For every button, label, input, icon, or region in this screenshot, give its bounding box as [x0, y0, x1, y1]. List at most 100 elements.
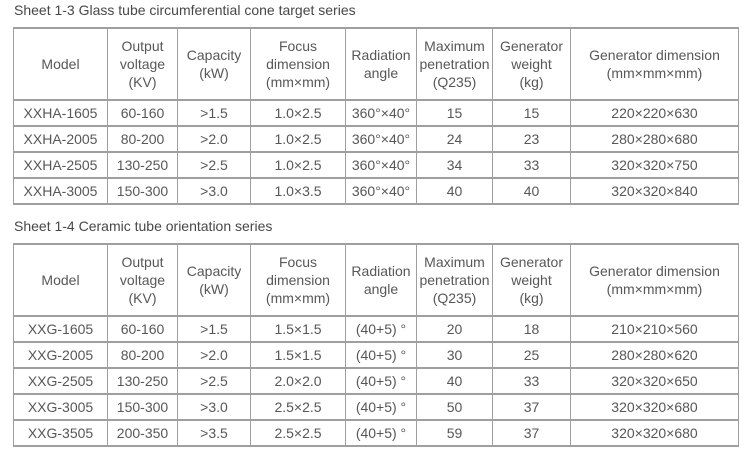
- table-cell: 34: [416, 151, 493, 179]
- table-row: XXG-2505 130-250 >2.5 2.0×2.0 (40+5) ° 40 33 32…: [13, 367, 739, 395]
- table-cell: XXG-3505: [13, 419, 108, 447]
- table-cell: >2.0: [177, 125, 251, 153]
- table-cell: 18: [492, 315, 571, 343]
- table-row: XXG-2005 80-200 >2.0 1.5×1.5 (40+5) ° 30 25 280…: [13, 341, 739, 369]
- table-cell: 1.0×2.5: [250, 125, 346, 153]
- column-header-generator-dimension: Generator dimension (mm×mm×mm): [570, 27, 739, 101]
- table-cell: 320×320×750: [570, 151, 739, 179]
- table-cell: 360°×40°: [345, 151, 417, 179]
- table-cell: >1.5: [177, 99, 251, 127]
- table-cell: 80-200: [107, 125, 178, 153]
- table-cell: (40+5) °: [345, 393, 417, 421]
- table-body: XXHA-1605 60-160 >1.5 1.0×2.5 360°×40° 15 15 22…: [13, 99, 739, 205]
- table-cell: 25: [492, 341, 571, 369]
- table-cell: (40+5) °: [345, 419, 417, 447]
- table-cell: 200-350: [107, 419, 178, 447]
- column-header-output-voltage: Output voltage (KV): [107, 243, 178, 317]
- table-cell: XXHA-1605: [13, 99, 108, 127]
- table-cell: 40: [416, 367, 493, 395]
- table-cell: 2.0×2.0: [250, 367, 346, 395]
- table-header-row: Model Output voltage (KV) Capacity (kW) …: [13, 243, 739, 317]
- table-cell: 33: [492, 367, 571, 395]
- table-cell: 280×280×620: [570, 341, 739, 369]
- table-cell: (40+5) °: [345, 367, 417, 395]
- table-cell: (40+5) °: [345, 341, 417, 369]
- column-header-model: Model: [13, 27, 108, 101]
- column-header-generator-dimension: Generator dimension (mm×mm×mm): [570, 243, 739, 317]
- table-cell: 280×280×680: [570, 125, 739, 153]
- table-cell: 60-160: [107, 99, 178, 127]
- table-cell: (40+5) °: [345, 315, 417, 343]
- table-cell: 1.5×1.5: [250, 315, 346, 343]
- table-row: XXHA-2005 80-200 >2.0 1.0×2.5 360°×40° 24 23 28…: [13, 125, 739, 153]
- column-header-focus-dimension: Focus dimension (mm×mm): [250, 27, 346, 101]
- table-cell: 320×320×840: [570, 177, 739, 205]
- column-header-max-penetration: Maximum penetration (Q235): [416, 27, 493, 101]
- table-cell: >1.5: [177, 315, 251, 343]
- table-cell: >2.5: [177, 367, 251, 395]
- table-cell: 59: [416, 419, 493, 447]
- table-row: XXHA-2505 130-250 >2.5 1.0×2.5 360°×40° 34 33 3…: [13, 151, 739, 179]
- table-cell: 130-250: [107, 151, 178, 179]
- table-cell: >2.5: [177, 151, 251, 179]
- table-cell: 20: [416, 315, 493, 343]
- column-header-max-penetration: Maximum penetration (Q235): [416, 243, 493, 317]
- table-cell: 23: [492, 125, 571, 153]
- sheet-1-4-title: Sheet 1-4 Ceramic tube orientation serie…: [14, 218, 273, 234]
- sheet-1-4-section: Sheet 1-4 Ceramic tube orientation serie…: [13, 218, 739, 447]
- column-header-generator-weight: Generator weight (kg): [492, 27, 571, 101]
- table-cell: >3.0: [177, 177, 251, 205]
- table-cell: 220×220×630: [570, 99, 739, 127]
- table-cell: >3.0: [177, 393, 251, 421]
- table-cell: 320×320×680: [570, 393, 739, 421]
- table-cell: 210×210×560: [570, 315, 739, 343]
- table-cell: 130-250: [107, 367, 178, 395]
- table-cell: 33: [492, 151, 571, 179]
- column-header-output-voltage: Output voltage (KV): [107, 27, 178, 101]
- sheet-1-3-section: Sheet 1-3 Glass tube circumferential con…: [13, 2, 739, 205]
- column-header-capacity: Capacity (kW): [177, 27, 251, 101]
- table-cell: 50: [416, 393, 493, 421]
- table-cell: 37: [492, 419, 571, 447]
- table-cell: 40: [416, 177, 493, 205]
- table-cell: XXG-2505: [13, 367, 108, 395]
- table-cell: 150-300: [107, 177, 178, 205]
- column-header-generator-weight: Generator weight (kg): [492, 243, 571, 317]
- ceramic-tube-spec-table: Model Output voltage (KV) Capacity (kW) …: [13, 243, 739, 447]
- table-cell: 1.5×1.5: [250, 341, 346, 369]
- table-cell: 1.0×3.5: [250, 177, 346, 205]
- column-header-focus-dimension: Focus dimension (mm×mm): [250, 243, 346, 317]
- glass-tube-spec-table: Model Output voltage (KV) Capacity (kW) …: [13, 27, 739, 205]
- column-header-capacity: Capacity (kW): [177, 243, 251, 317]
- page-content: Sheet 1-3 Glass tube circumferential con…: [13, 2, 739, 447]
- table-header-row: Model Output voltage (KV) Capacity (kW) …: [13, 27, 739, 101]
- table-cell: 15: [416, 99, 493, 127]
- table-cell: XXHA-2005: [13, 125, 108, 153]
- table-cell: 150-300: [107, 393, 178, 421]
- table-cell: XXHA-3005: [13, 177, 108, 205]
- table-cell: 320×320×680: [570, 419, 739, 447]
- table-cell: 360°×40°: [345, 125, 417, 153]
- table-cell: 1.0×2.5: [250, 99, 346, 127]
- table-cell: XXHA-2505: [13, 151, 108, 179]
- table-cell: 15: [492, 99, 571, 127]
- table-cell: 360°×40°: [345, 99, 417, 127]
- table-cell: XXG-3005: [13, 393, 108, 421]
- table-cell: 80-200: [107, 341, 178, 369]
- table-cell: 40: [492, 177, 571, 205]
- table-cell: >3.5: [177, 419, 251, 447]
- table-cell: 320×320×650: [570, 367, 739, 395]
- sheet-1-3-title: Sheet 1-3 Glass tube circumferential con…: [14, 2, 356, 18]
- table-row: XXG-3005 150-300 >3.0 2.5×2.5 (40+5) ° 50 37 32…: [13, 393, 739, 421]
- table-cell: 24: [416, 125, 493, 153]
- column-header-radiation-angle: Radiation angle: [345, 243, 417, 317]
- table-cell: 60-160: [107, 315, 178, 343]
- table-cell: 2.5×2.5: [250, 393, 346, 421]
- table-body: XXG-1605 60-160 >1.5 1.5×1.5 (40+5) ° 20 18 210…: [13, 315, 739, 447]
- table-cell: 1.0×2.5: [250, 151, 346, 179]
- table-cell: >2.0: [177, 341, 251, 369]
- table-cell: XXG-2005: [13, 341, 108, 369]
- table-cell: 37: [492, 393, 571, 421]
- column-header-model: Model: [13, 243, 108, 317]
- table-cell: XXG-1605: [13, 315, 108, 343]
